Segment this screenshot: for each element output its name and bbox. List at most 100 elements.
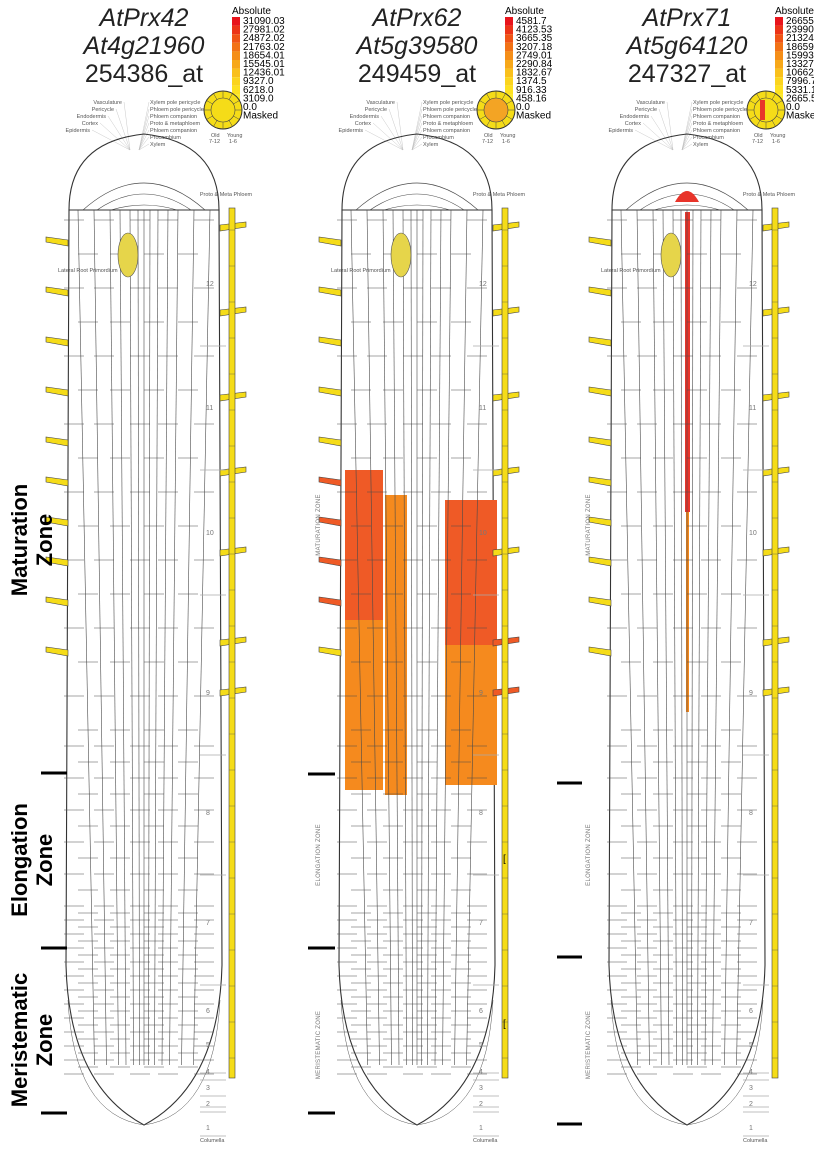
legend-title: Absolute (232, 6, 271, 17)
meristematic-zone-vertical-label: MERISTEMATIC ZONE (316, 1011, 322, 1079)
section-number: 12 (479, 281, 487, 288)
legend-swatch (775, 51, 783, 60)
root-hair (45, 476, 69, 487)
legend-value: 15993.47 (786, 50, 814, 61)
section-number: 7 (206, 920, 210, 927)
cross-section-cell-wall (486, 120, 491, 127)
legend-swatch (505, 51, 513, 60)
crown-expression (675, 191, 699, 202)
cell-file-wall (620, 209, 638, 1066)
age-old: Old (484, 133, 493, 139)
cross-section-cell-wall (213, 93, 218, 100)
cell-file-wall (169, 209, 179, 1066)
cross-section-cell-wall (776, 100, 783, 105)
root-hair (45, 516, 69, 527)
cross-section-cell-wall (233, 100, 240, 105)
tissue-label-right: Phloem pole pericycle (693, 107, 747, 113)
legend-value: 4123.53 (516, 25, 553, 36)
crown-layer (110, 204, 178, 211)
legend-value: 7996.73 (786, 76, 814, 87)
bracket-mark: [ (503, 854, 506, 865)
cell-file-wall (454, 209, 468, 1066)
section-number: 4 (749, 1069, 753, 1076)
root-hair (588, 596, 612, 607)
root-crown (341, 133, 493, 211)
phloem-strip (501, 207, 509, 1079)
locus-id: At5g64120 (625, 32, 748, 60)
root-hair (45, 436, 69, 447)
legend-value: 9327.0 (243, 76, 274, 87)
root-cap-layer (340, 999, 494, 1126)
root-hair (45, 336, 69, 347)
tissue-label: Vasculature (636, 100, 665, 106)
root-hair (588, 236, 612, 247)
cross-section-cell-wall (756, 120, 761, 127)
section-number: 5 (479, 1042, 483, 1049)
panel-1: AtPrx42At4g21960254386_atAbsolute31090.0… (41, 4, 285, 1144)
leader-line (138, 129, 150, 151)
tissue-label: Pericycle (92, 107, 114, 113)
expression-region (345, 470, 383, 620)
leader-line (681, 115, 693, 151)
legend-swatch (232, 68, 240, 78)
tissue-label: Cortex (625, 121, 641, 127)
leader-line (681, 122, 693, 151)
cell-file-wall (154, 209, 159, 1066)
legend-value: 0.0 (786, 102, 800, 113)
legend-value: 15545.01 (243, 59, 285, 70)
root-crown (68, 133, 220, 211)
legend-swatch (505, 85, 513, 95)
cell-file-wall (161, 209, 169, 1066)
elongation-zone-vertical-label-group: ELONGATION ZONE (316, 824, 322, 886)
elongation-zone-vertical-label: ELONGATION ZONE (316, 824, 322, 886)
legend-value: 23990.22 (786, 25, 814, 36)
lateral-root-primordium (390, 232, 412, 278)
phloem-strip (228, 207, 236, 1079)
section-number: 12 (749, 281, 757, 288)
leader-line (681, 136, 693, 151)
age-young-range: 1-6 (229, 139, 237, 145)
phloem-label: Proto & Meta Phloem (200, 192, 253, 198)
cross-section-stele (753, 97, 779, 123)
cell-file-wall (119, 209, 127, 1066)
leader-line (380, 115, 404, 151)
leader-line (411, 115, 423, 151)
cell-file-wall (366, 209, 380, 1066)
leader-line (138, 115, 150, 151)
cell-file-wall (421, 209, 424, 1066)
legend-swatch (775, 60, 783, 69)
root-hair (588, 476, 612, 487)
age-old-range: 7-12 (209, 139, 220, 145)
root-hair (588, 436, 612, 447)
bracket-mark: [ (503, 1019, 506, 1030)
legend-swatch (775, 42, 783, 52)
cross-section-cell-wall (228, 93, 233, 100)
age-old-range: 7-12 (482, 139, 493, 145)
cross-section-cell-wall (749, 100, 756, 105)
cell-file-wall (724, 209, 738, 1066)
root-hair (318, 516, 342, 527)
leader-line (364, 129, 404, 151)
leader-line (411, 122, 423, 151)
leader-line (138, 136, 150, 151)
leader-line (666, 101, 674, 151)
elongation-zone-vertical-label-group: ELONGATION ZONE (586, 824, 592, 886)
leader-line (388, 108, 404, 151)
section-number: 11 (479, 405, 486, 412)
tissue-label-right: Xylem (423, 142, 439, 148)
meristematic-zone-label-line2: Zone (32, 1014, 57, 1067)
section-number: 7 (749, 920, 753, 927)
tissue-label-right: Proto & metaphloem (150, 121, 201, 127)
root-hair (45, 236, 69, 247)
root-hair (45, 646, 69, 657)
meristematic-zone-vertical-label-group: MERISTEMATIC ZONE (586, 1011, 592, 1079)
cell-file-wall (77, 209, 95, 1066)
cross-section-cell-wall (506, 115, 513, 120)
legend-value: 31090.03 (243, 16, 285, 27)
cell-file-wall (636, 209, 650, 1066)
section-number: 5 (206, 1042, 210, 1049)
legend-value: 458.16 (516, 93, 547, 104)
leader-line (681, 143, 693, 151)
legend-value: 12436.01 (243, 68, 285, 79)
leader-line (138, 101, 150, 151)
